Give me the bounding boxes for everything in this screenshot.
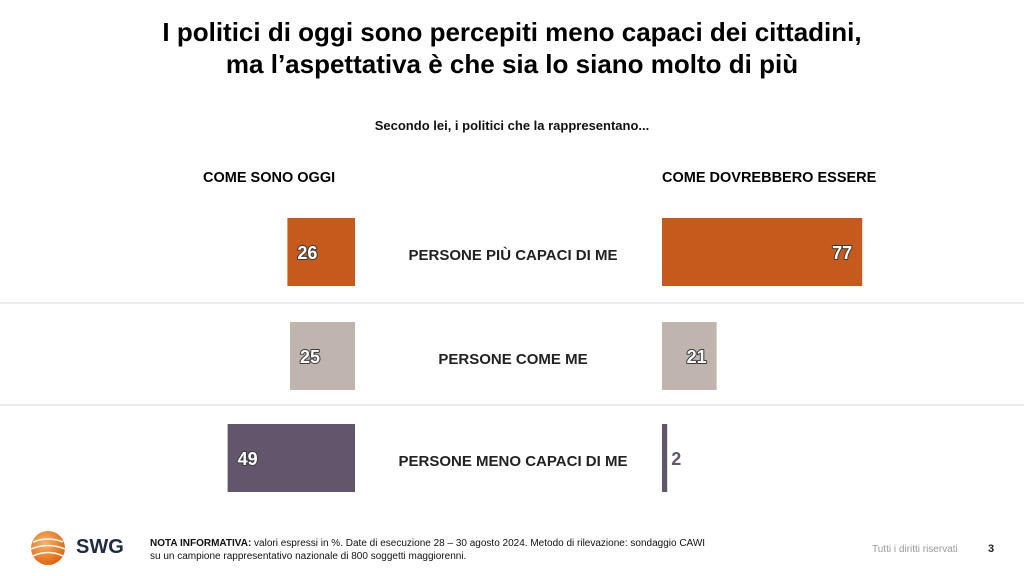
title-line-2: ma l’aspettativa è che sia lo siano molt… <box>225 49 799 79</box>
data-label-dovrebbero: 77 <box>832 243 852 263</box>
category-label: PERSONE MENO CAPACI DI ME <box>399 453 628 470</box>
bar-oggi <box>290 322 355 390</box>
title-line-1: I politici di oggi sono percepiti meno c… <box>162 17 862 47</box>
bar-oggi <box>287 218 355 286</box>
left-column-header: COME SONO OGGI <box>203 170 336 186</box>
data-label-dovrebbero: 21 <box>687 347 707 367</box>
page-title: I politici di oggi sono percepiti meno c… <box>0 16 1024 80</box>
swg-globe-icon <box>30 531 66 565</box>
note-label: NOTA INFORMATIVA: <box>150 538 252 549</box>
bar-dovrebbero <box>662 218 863 286</box>
right-column-header: COME DOVREBBERO ESSERE <box>662 170 877 186</box>
bar-dovrebbero <box>662 424 668 492</box>
note-text-1: valori espressi in %. Date di esecuzione… <box>251 538 706 549</box>
bar-dovrebbero <box>662 322 717 390</box>
chart-subtitle: Secondo lei, i politici che la rappresen… <box>374 118 650 133</box>
swg-logo <box>28 528 133 568</box>
logo-text: SWG <box>76 536 124 558</box>
note-text-2: su un campione rappresentativo nazionale… <box>150 551 467 562</box>
footer-note: NOTA INFORMATIVA: valori espressi in %. … <box>150 537 705 563</box>
data-label-dovrebbero: 2 <box>671 449 681 469</box>
data-label-oggi: 25 <box>300 347 320 367</box>
category-label: PERSONE PIÙ CAPACI DI ME <box>409 246 618 264</box>
bar-oggi <box>227 424 355 492</box>
data-label-oggi: 26 <box>297 243 317 263</box>
category-label: PERSONE COME ME <box>438 351 587 368</box>
rights-text: Tutti i diritti riservati <box>872 544 958 555</box>
data-label-oggi: 49 <box>238 449 258 469</box>
page-number: 3 <box>988 543 995 555</box>
